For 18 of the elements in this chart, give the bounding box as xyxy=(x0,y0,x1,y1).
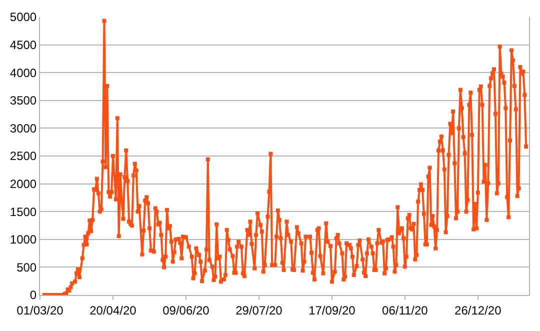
y-tick-label: 1000 xyxy=(10,232,37,247)
x-tick-label: 26/12/20 xyxy=(454,303,502,318)
y-tick-label: 500 xyxy=(16,260,37,274)
y-tick-label: 0 xyxy=(30,288,37,302)
y-tick-label: 1500 xyxy=(10,204,37,219)
x-tick-label: 09/06/20 xyxy=(162,303,210,318)
x-tick-label: 17/09/20 xyxy=(308,303,356,318)
y-tick-label: 2000 xyxy=(10,177,37,191)
y-tick-label: 3000 xyxy=(10,121,37,136)
x-tick-label: 01/03/20 xyxy=(16,303,64,318)
y-tick-label: 2500 xyxy=(10,149,37,164)
y-tick-label: 4500 xyxy=(10,38,37,52)
x-tick-label: 06/11/20 xyxy=(382,303,428,318)
y-tick-label: 5000 xyxy=(10,10,37,24)
x-tick-label: 20/04/20 xyxy=(90,303,137,318)
y-tick-label: 4000 xyxy=(10,66,37,80)
y-tick-label: 3500 xyxy=(10,94,37,108)
x-tick-label: 29/07/20 xyxy=(236,303,283,318)
